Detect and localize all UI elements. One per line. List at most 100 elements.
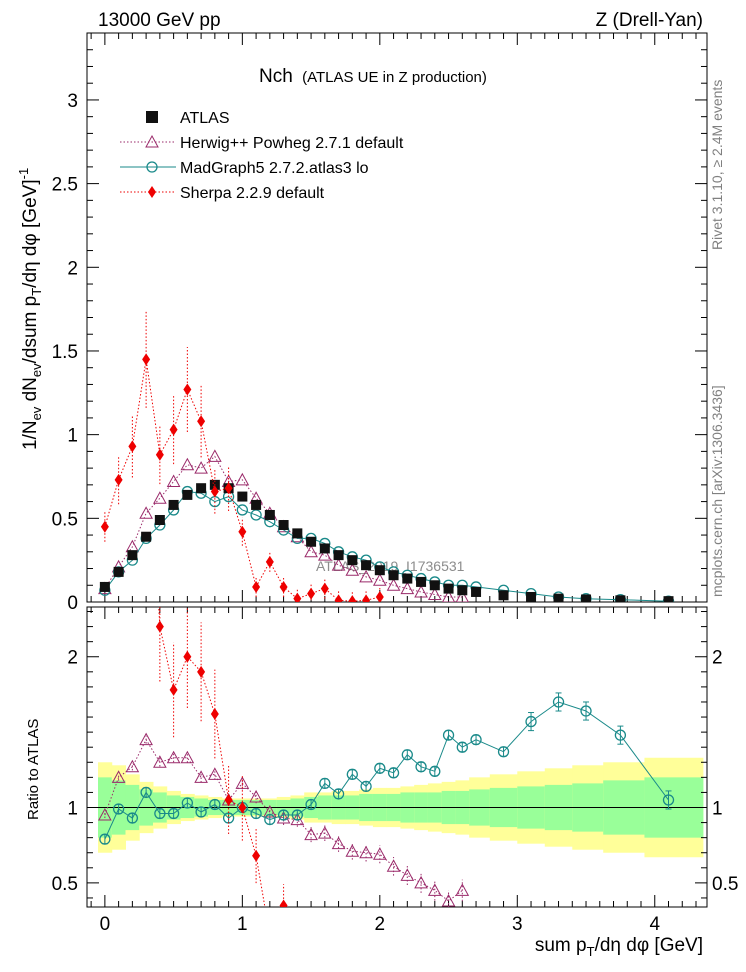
sherpa-ratio-marker bbox=[266, 930, 274, 942]
atlas-marker bbox=[113, 566, 124, 577]
atlas-marker bbox=[99, 581, 110, 592]
legend: ATLAS Herwig++ Powheg 2.7.1 default MadGra… bbox=[120, 110, 404, 202]
sherpa-marker bbox=[252, 580, 261, 593]
madgraph-ratio-marker bbox=[429, 765, 441, 777]
ratio-y-tick-label: 1 bbox=[67, 799, 78, 820]
atlas-marker bbox=[443, 583, 454, 594]
sherpa-ratio-marker bbox=[115, 349, 123, 361]
herwig-marker bbox=[166, 474, 181, 488]
herwig-ratio-marker bbox=[276, 811, 291, 824]
sherpa-ratio-marker bbox=[197, 665, 206, 678]
ratio-y-tick-label-right: 2 bbox=[712, 648, 723, 669]
sherpa-marker bbox=[100, 520, 109, 533]
herwig-marker bbox=[372, 573, 387, 586]
madgraph-ratio-marker bbox=[319, 777, 331, 790]
herwig-marker bbox=[455, 589, 469, 602]
y-tick-label: 0 bbox=[67, 593, 78, 614]
madgraph-ratio-marker bbox=[332, 788, 345, 800]
chart-title: Nch (ATLAS UE in Z production) bbox=[259, 66, 487, 87]
madgraph-line bbox=[104, 490, 669, 602]
herwig-ratio-marker bbox=[400, 868, 415, 881]
atlas-marker bbox=[333, 550, 344, 561]
sherpa-ratio-marker bbox=[279, 899, 288, 907]
madgraph-ratio-marker bbox=[154, 807, 166, 820]
atlas-marker bbox=[347, 555, 358, 566]
sherpa-ratio-marker bbox=[155, 620, 164, 633]
herwig-marker bbox=[441, 589, 456, 602]
herwig-ratio-marker bbox=[372, 847, 387, 860]
mcplots-label: mcplots.cern.ch [arXiv:1306.3436] bbox=[709, 385, 725, 597]
legend-marker-herwig bbox=[145, 134, 159, 148]
herwig-ratio-marker bbox=[331, 836, 346, 850]
herwig-marker bbox=[194, 461, 208, 474]
atlas-marker bbox=[237, 491, 248, 502]
atlas-marker bbox=[182, 489, 193, 500]
madgraph-ratio-marker bbox=[415, 761, 427, 773]
madgraph-ratio-marker bbox=[264, 813, 276, 826]
herwig-ratio-marker bbox=[194, 770, 208, 783]
atlas-marker bbox=[264, 509, 275, 520]
madgraph-ratio-marker bbox=[470, 734, 482, 746]
herwig-marker bbox=[180, 457, 195, 471]
legend-marker-sherpa bbox=[148, 186, 156, 198]
herwig-marker bbox=[414, 584, 428, 598]
sherpa-ratio-marker bbox=[210, 708, 219, 721]
herwig-ratio-marker bbox=[249, 789, 263, 803]
madgraph-ratio-marker bbox=[126, 812, 139, 824]
atlas-marker bbox=[306, 536, 317, 547]
atlas-marker bbox=[615, 595, 626, 602]
madgraph-marker bbox=[236, 504, 248, 516]
x-tick-label: 0 bbox=[100, 914, 111, 935]
sherpa-line bbox=[104, 359, 380, 602]
atlas-marker bbox=[196, 483, 207, 494]
y-tick-label: 0.5 bbox=[52, 509, 78, 530]
y-axis-label-main: 1/Nev dNev/dsum pT/dη dφ [GeV]-1 bbox=[16, 168, 44, 450]
ratio-y-tick-label: 2 bbox=[67, 648, 78, 669]
axes: 0 1 2 3 4 0 0.5 1 1.5 2 2.5 3 0.5 0.5 1 1 2 2 bbox=[52, 33, 738, 935]
sherpa-ratio-marker bbox=[183, 650, 192, 663]
herwig-marker bbox=[331, 558, 346, 571]
madgraph-ratio-marker bbox=[167, 807, 180, 820]
madgraph-ratio-marker bbox=[346, 768, 358, 780]
herwig-ratio-marker bbox=[455, 883, 470, 896]
sherpa-marker bbox=[307, 587, 316, 600]
sherpa-marker bbox=[334, 594, 343, 602]
sherpa-marker bbox=[155, 448, 164, 461]
atlas-marker bbox=[402, 573, 413, 584]
herwig-ratio-marker bbox=[386, 859, 401, 872]
atlas-marker bbox=[429, 580, 440, 591]
madgraph-ratio-marker bbox=[360, 780, 372, 793]
y-tick-label: 1.5 bbox=[52, 342, 78, 363]
madgraph-ratio-marker bbox=[497, 746, 510, 758]
x-tick-label: 1 bbox=[237, 914, 248, 935]
rivet-label: Rivet 3.1.10, ≥ 2.4M events bbox=[709, 80, 725, 250]
ratio-y-tick-label-right: 0.5 bbox=[712, 874, 738, 895]
madgraph-marker bbox=[250, 509, 262, 521]
madgraph-ratio-marker bbox=[401, 749, 413, 761]
sherpa-ratio-marker bbox=[224, 793, 233, 806]
atlas-marker bbox=[388, 570, 399, 581]
sherpa-marker bbox=[142, 353, 151, 366]
atlas-marker bbox=[416, 576, 427, 587]
herwig-ratio-marker bbox=[153, 755, 167, 768]
herwig-marker bbox=[139, 506, 153, 519]
madgraph-ratio-line bbox=[104, 701, 669, 840]
madgraph-ratio-marker bbox=[387, 767, 400, 779]
sherpa-marker bbox=[348, 595, 357, 602]
atlas-marker bbox=[251, 499, 262, 510]
sherpa-marker bbox=[238, 525, 247, 538]
atlas-marker bbox=[663, 596, 674, 602]
madgraph-ratio-marker bbox=[580, 705, 592, 717]
legend-marker-madgraph bbox=[146, 161, 158, 173]
herwig-marker bbox=[317, 548, 332, 561]
sherpa-marker bbox=[265, 555, 274, 568]
chart-title-sub: (ATLAS UE in Z production) bbox=[302, 69, 487, 86]
madgraph-ratio-marker bbox=[195, 806, 207, 818]
chart-title-main: Nch bbox=[259, 66, 293, 87]
madgraph-ratio-marker bbox=[442, 729, 455, 741]
herwig-ratio-marker bbox=[304, 827, 318, 841]
herwig-marker bbox=[400, 581, 415, 595]
sherpa-ratio-marker bbox=[252, 849, 261, 862]
herwig-marker bbox=[235, 472, 250, 486]
sherpa-ratio-marker bbox=[101, 198, 109, 210]
